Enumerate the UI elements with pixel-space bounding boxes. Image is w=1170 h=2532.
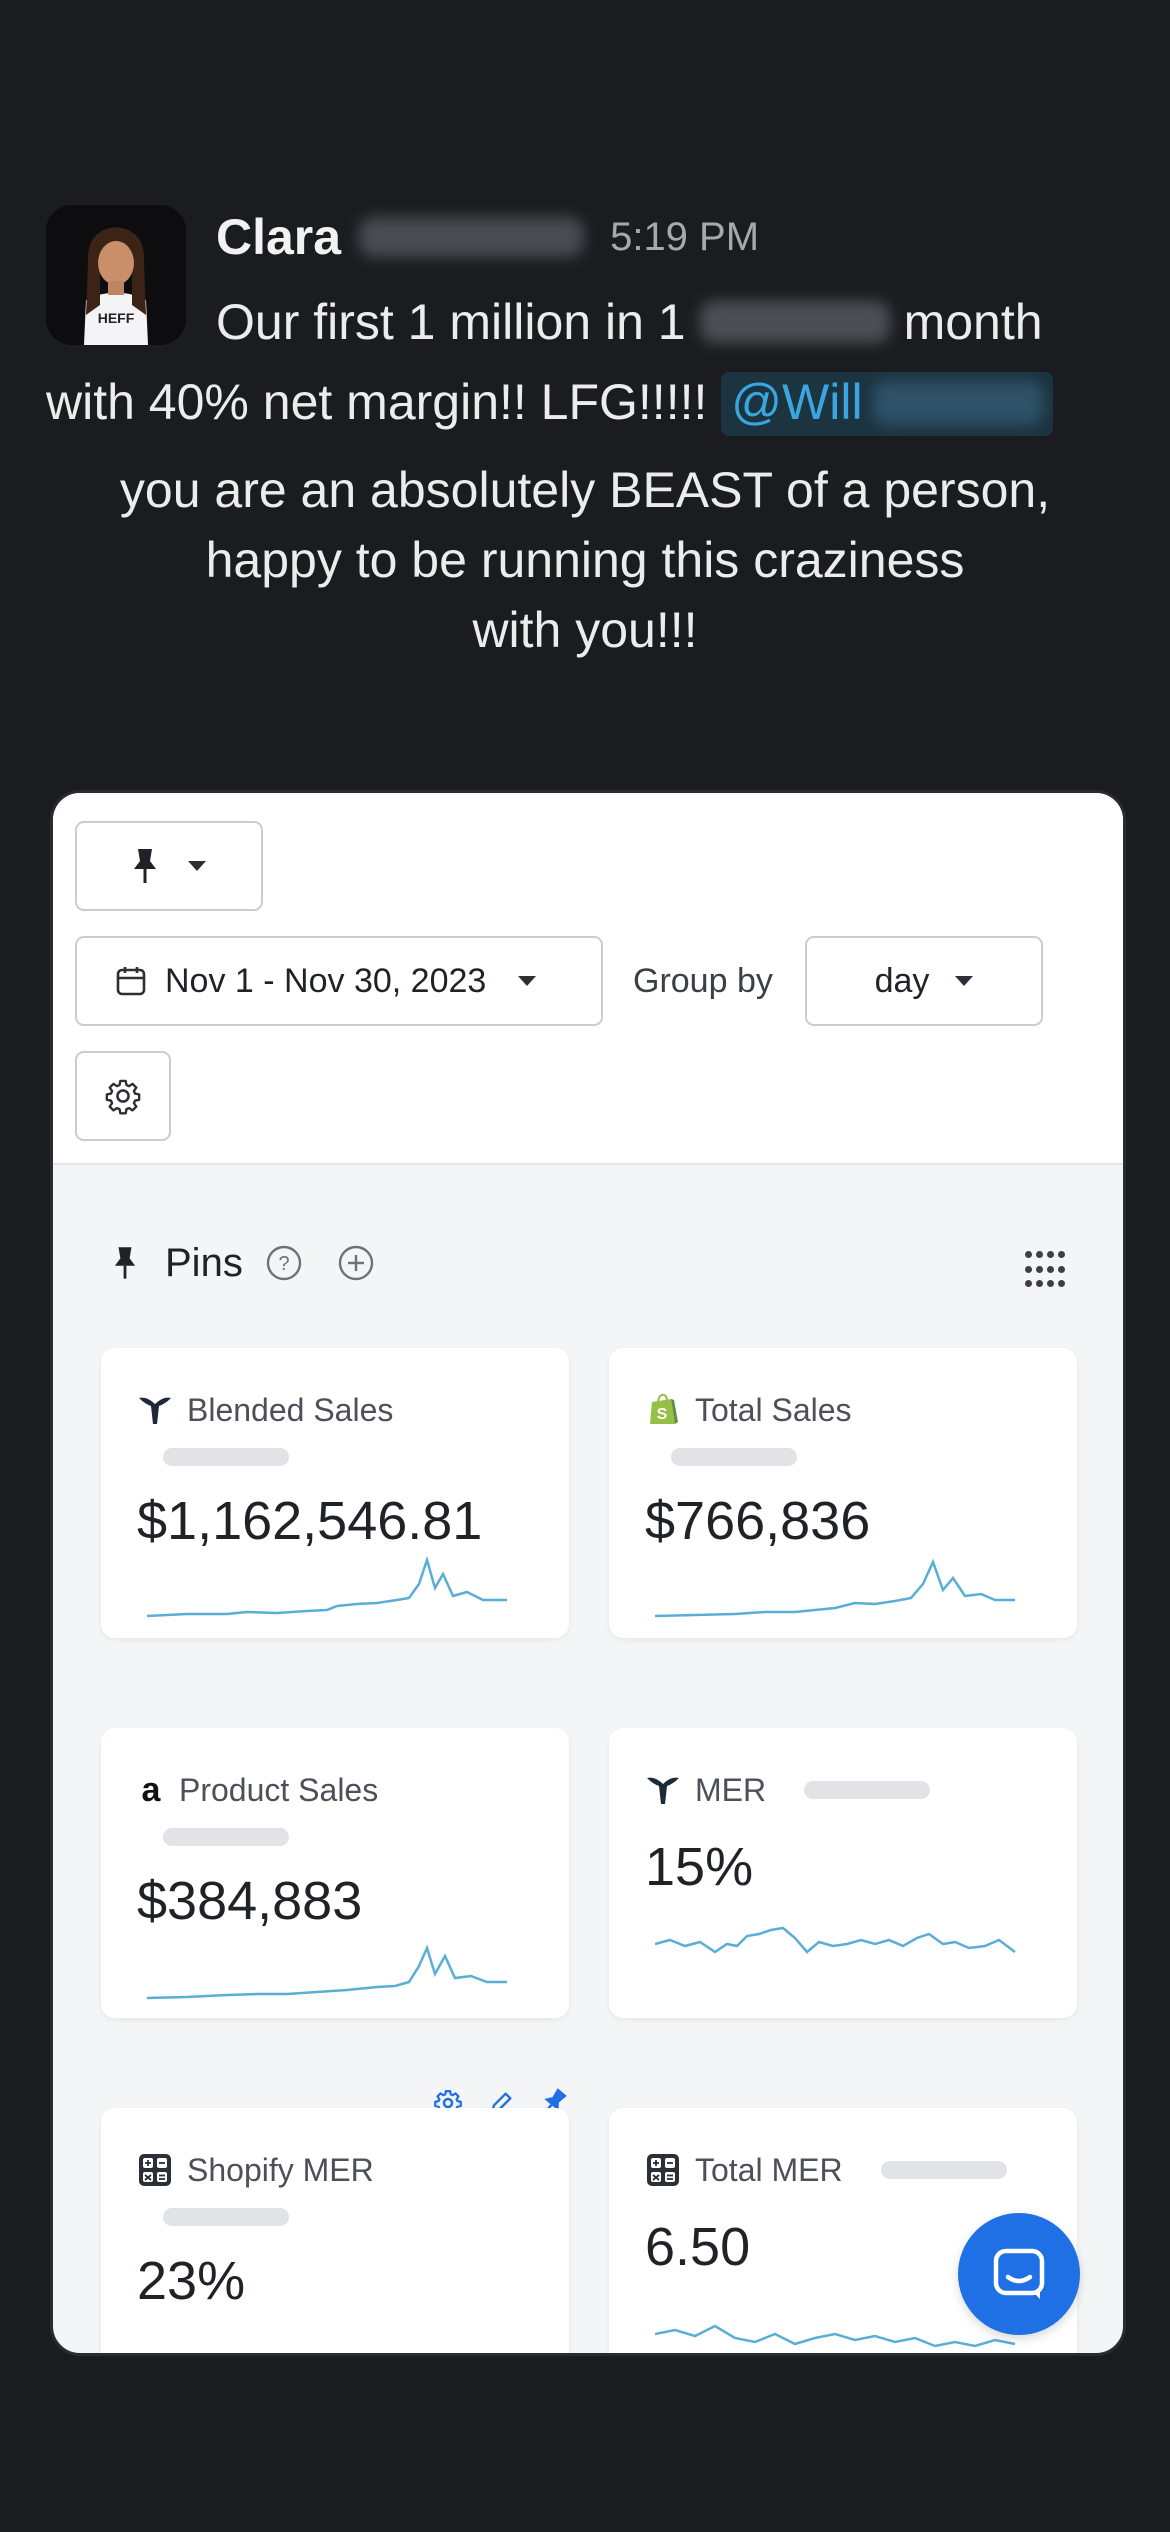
card-value: $766,836 (645, 1491, 871, 1551)
dashboard-toolbar: Nov 1 - Nov 30, 2023 Group by day (53, 793, 1123, 1165)
pins-section-header: Pins ? (113, 1233, 375, 1293)
message-line-2: with 40% net margin!! LFG!!!!! @Will (46, 370, 1053, 436)
svg-text:?: ? (278, 1253, 289, 1275)
sender-avatar[interactable]: HEFF (46, 205, 186, 345)
amazon-logo-icon: a (141, 1771, 161, 1809)
card-title-text: Shopify MER (187, 2151, 374, 2188)
sparkline-chart (147, 2318, 527, 2356)
message-header: Clara 5:19 PM (216, 205, 759, 269)
gear-icon (105, 1079, 141, 1115)
message-text-part: Our first 1 million in 1 (216, 294, 686, 350)
card-value: 23% (137, 2251, 246, 2311)
sparkline-chart (147, 1555, 507, 1618)
sparkline-chart (655, 1558, 1015, 1618)
card-title-text: Total MER (695, 2151, 843, 2188)
avatar-photo-icon: HEFF (46, 205, 186, 345)
metric-card-mer[interactable]: MER 15% (609, 1728, 1077, 2018)
calendar-icon (116, 967, 146, 996)
message-body-centered: you are an absolutely BEAST of a person,… (0, 455, 1170, 665)
chevron-down-icon (188, 861, 206, 871)
sparkline-chart (655, 2324, 1016, 2348)
add-circle-icon[interactable] (337, 1244, 375, 1282)
card-title: a Product Sales (137, 1768, 379, 1812)
shopify-logo-icon: S (650, 1393, 678, 1424)
metric-card-total-sales[interactable]: S Total Sales $766,836 (609, 1348, 1077, 1638)
group-by-value: day (874, 961, 930, 1000)
chevron-down-icon (955, 976, 974, 986)
sparkline-chart (147, 1944, 507, 2000)
mention-text: @Will (731, 374, 863, 430)
sender-name[interactable]: Clara (216, 209, 342, 265)
triple-whale-logo-icon (139, 1397, 171, 1424)
card-title-text: Product Sales (179, 1771, 379, 1808)
chat-support-button[interactable] (958, 2213, 1080, 2335)
card-subtitle-placeholder (880, 2161, 1007, 2179)
card-title: MER (645, 1768, 931, 1812)
message-text-part: with 40% net margin!! LFG!!!!! (46, 374, 708, 430)
card-title: Blended Sales (137, 1388, 393, 1432)
card-subtitle-placeholder (163, 1448, 289, 1466)
message-line-3: you are an absolutely BEAST of a person, (119, 462, 1051, 518)
date-range-value: Nov 1 - Nov 30, 2023 (165, 961, 487, 1000)
date-range-picker[interactable]: Nov 1 - Nov 30, 2023 (75, 936, 603, 1026)
redacted-mention-surname (872, 381, 1043, 425)
message-line-5: with you!!! (472, 602, 698, 658)
help-icon[interactable]: ? (265, 1244, 303, 1282)
calculator-icon (139, 2154, 171, 2186)
svg-text:S: S (657, 1406, 668, 1423)
card-subtitle-placeholder (163, 2208, 289, 2226)
message-line-1: Our first 1 million in 1 month (216, 290, 1043, 354)
chevron-down-icon (518, 976, 537, 986)
message-line-4: happy to be running this craziness (205, 532, 965, 588)
redacted-word (699, 301, 890, 343)
pins-title: Pins (165, 1240, 243, 1285)
message-timestamp[interactable]: 5:19 PM (610, 214, 760, 259)
card-value: 6.50 (645, 2217, 751, 2277)
metric-card-blended-sales[interactable]: Blended Sales $1,162,546.81 (101, 1348, 569, 1638)
svg-text:HEFF: HEFF (98, 310, 135, 326)
metric-card-shopify-mer[interactable]: Shopify MER 23% (101, 2108, 569, 2356)
calculator-icon (647, 2154, 679, 2186)
group-by-select[interactable]: day (805, 936, 1043, 1026)
card-subtitle-placeholder (804, 1781, 931, 1799)
group-by-label: Group by (633, 961, 773, 1000)
chat-bubble-icon (993, 2248, 1045, 2299)
dashboard-screenshot[interactable]: Nov 1 - Nov 30, 2023 Group by day Pins ? (50, 790, 1126, 2356)
card-value: $384,883 (137, 1871, 363, 1931)
card-title-text: Total Sales (695, 1391, 852, 1428)
message-text-part: month (903, 294, 1043, 350)
triple-whale-logo-icon (647, 1777, 679, 1804)
sparkline-chart (655, 1926, 1016, 1954)
metric-card-product-sales[interactable]: a Product Sales $384,883 (101, 1728, 569, 2018)
card-value: $1,162,546.81 (137, 1491, 483, 1551)
card-title-text: MER (695, 1771, 767, 1808)
redacted-surname (359, 217, 585, 257)
drag-handle-icon[interactable] (1025, 1251, 1065, 1291)
card-subtitle-placeholder (671, 1448, 797, 1466)
card-title: S Total Sales (645, 1388, 852, 1432)
settings-button[interactable] (75, 1051, 171, 1141)
pin-dropdown-button[interactable] (75, 821, 263, 911)
card-value: 15% (645, 1837, 754, 1897)
pushpin-icon (114, 1247, 136, 1279)
user-mention[interactable]: @Will (721, 372, 1053, 436)
card-title-text: Blended Sales (187, 1391, 394, 1428)
card-title: Total MER (645, 2148, 1007, 2192)
pushpin-icon (134, 849, 156, 883)
card-subtitle-placeholder (163, 1828, 289, 1846)
card-title: Shopify MER (137, 2148, 374, 2192)
